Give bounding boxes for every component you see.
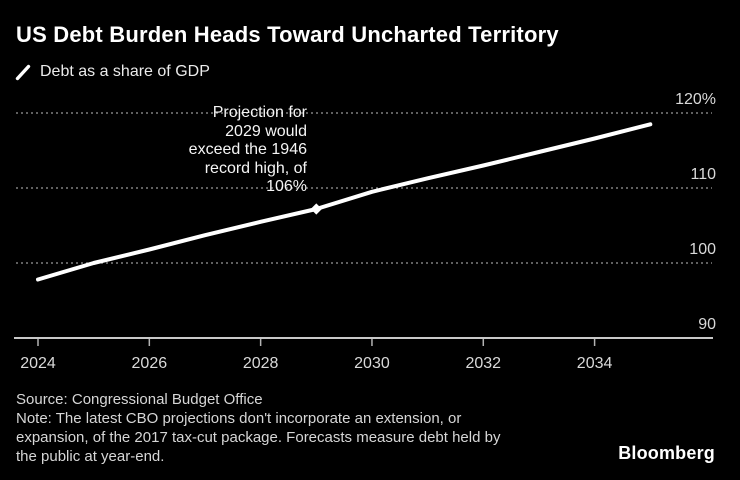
note-line: Note: The latest CBO projections don't i… — [16, 410, 501, 465]
legend-label: Debt as a share of GDP — [40, 63, 210, 80]
y-axis-label-90: 90 — [698, 316, 716, 333]
bloomberg-logo: Bloomberg — [618, 443, 715, 463]
x-axis-label-2028: 2028 — [243, 355, 279, 372]
source-line: Source: Congressional Budget Office — [16, 391, 263, 408]
marker-2029 — [310, 203, 322, 215]
y-axis-label-100: 100 — [689, 241, 716, 258]
chart-title: US Debt Burden Heads Toward Uncharted Te… — [16, 22, 559, 47]
x-axis-label-2034: 2034 — [577, 355, 613, 372]
x-axis-label-2024: 2024 — [20, 355, 56, 372]
x-axis-label-2032: 2032 — [465, 355, 501, 372]
debt-gdp-line — [36, 122, 653, 282]
x-axis-label-2030: 2030 — [354, 355, 390, 372]
y-axis-label-120: 120% — [675, 91, 716, 108]
y-axis-label-110: 110 — [690, 166, 716, 183]
x-axis-label-2026: 2026 — [132, 355, 168, 372]
source-note: Source: Congressional Budget Office Note:… — [16, 390, 500, 466]
chart-annotation: Projection for 2029 would exceed the 194… — [188, 104, 307, 196]
legend: Debt as a share of GDP — [15, 63, 210, 81]
line-series-icon — [15, 64, 31, 80]
